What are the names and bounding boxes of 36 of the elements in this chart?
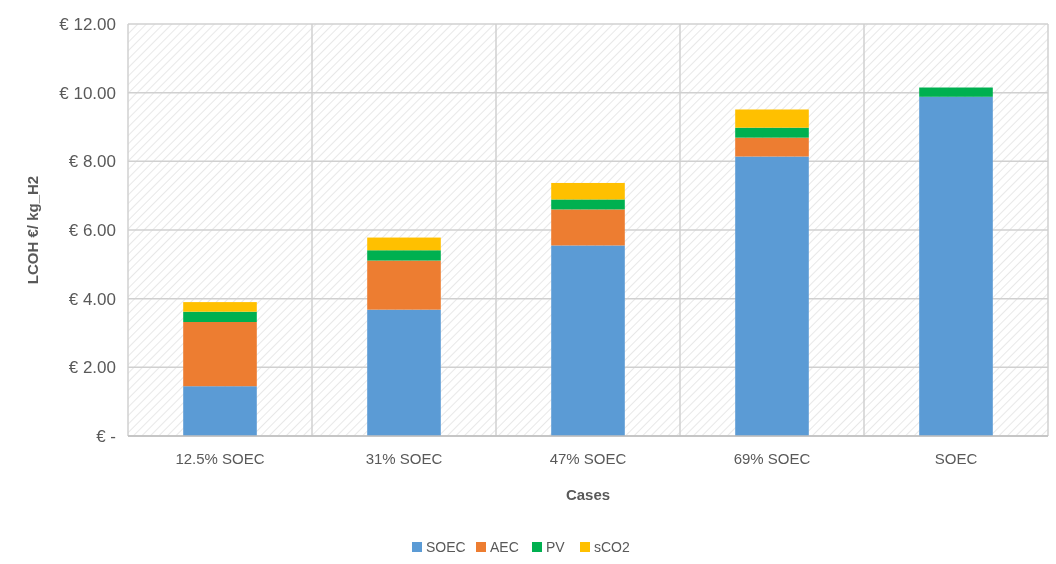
y-tick-label: € 4.00 xyxy=(68,289,116,309)
bar xyxy=(367,309,441,436)
y-tick-label: € - xyxy=(96,426,116,446)
x-tick-label: SOEC xyxy=(934,450,978,467)
bar xyxy=(735,127,809,138)
y-tick-label: € 8.00 xyxy=(68,152,116,172)
x-tick-label: 12.5% SOEC xyxy=(175,450,265,467)
y-tick-label: € 2.00 xyxy=(68,358,116,378)
y-axis-title: LCOH €/ kg_H2 xyxy=(24,175,41,285)
x-axis-title: Cases xyxy=(565,486,611,503)
legend-label: AEC xyxy=(490,539,519,555)
bar xyxy=(183,386,257,436)
bar xyxy=(183,322,257,387)
bar xyxy=(735,109,809,128)
bar xyxy=(551,182,625,200)
bar xyxy=(919,96,993,436)
bar xyxy=(919,87,993,97)
legend-label: PV xyxy=(546,539,566,555)
bar xyxy=(735,156,809,436)
legend-label: SOEC xyxy=(426,539,466,555)
x-tick-label: 47% SOEC xyxy=(549,450,627,467)
bar xyxy=(183,311,257,323)
legend-label: sCO2 xyxy=(594,539,630,555)
bar xyxy=(367,260,441,310)
y-tick-label: € 6.00 xyxy=(68,220,116,240)
bar xyxy=(551,209,625,246)
bar xyxy=(551,199,625,210)
x-tick-label: 31% SOEC xyxy=(365,450,443,467)
x-tick-label: 69% SOEC xyxy=(733,450,811,467)
bar xyxy=(551,245,625,436)
bar xyxy=(735,137,809,157)
y-tick-label: € 12.00 xyxy=(59,14,116,34)
bar xyxy=(367,250,441,261)
bar xyxy=(183,302,257,312)
y-tick-label: € 10.00 xyxy=(59,83,116,103)
bar xyxy=(367,237,441,251)
